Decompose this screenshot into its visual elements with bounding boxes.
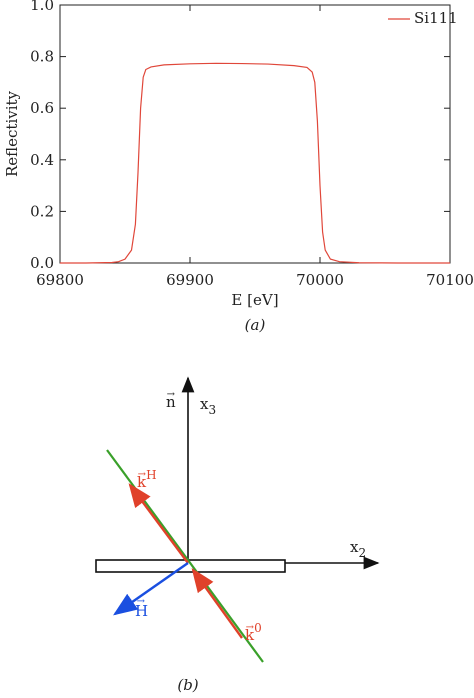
y-tick-label: 0.6 bbox=[30, 99, 54, 117]
caption-a: (a) bbox=[245, 316, 266, 334]
x-tick-label: 69800 bbox=[36, 271, 84, 289]
chart: 0.0 0.2 0.4 0.6 0.8 1.0 69800 69900 70000 70100 E … bbox=[3, 0, 474, 334]
x3-label: x3 bbox=[200, 395, 216, 417]
x-tick-label: 69900 bbox=[166, 271, 214, 289]
data-line bbox=[60, 62, 450, 264]
y-tick-label: 0.8 bbox=[30, 48, 54, 66]
k-h-arrow bbox=[128, 483, 189, 564]
n-label: →n bbox=[166, 389, 176, 411]
plot-frame bbox=[59, 4, 451, 264]
x-axis-label: E [eV] bbox=[231, 291, 278, 309]
k0-label: →k0 bbox=[245, 621, 262, 644]
legend-label: Si111 bbox=[414, 9, 458, 27]
kh-label: →kH bbox=[137, 468, 157, 491]
h-arrow bbox=[113, 562, 189, 616]
crystal bbox=[95, 559, 286, 573]
lattice-line bbox=[106, 449, 264, 663]
x2-label: x2 bbox=[350, 538, 366, 560]
y-tick-label: 0.0 bbox=[30, 254, 54, 272]
y-tick-label: 1.0 bbox=[30, 0, 54, 14]
h-label: → H bbox=[135, 596, 148, 620]
y-axis-label: Reflectivity bbox=[3, 90, 21, 177]
y-tick-label: 0.4 bbox=[30, 151, 54, 169]
x-tick-label: 70000 bbox=[296, 271, 344, 289]
k-0-arrow bbox=[191, 568, 243, 639]
diagram: →n x3 x2 →kH →k0 → H (b) bbox=[95, 376, 380, 694]
y-tick-label: 0.2 bbox=[30, 202, 54, 220]
x-tick-label: 70100 bbox=[426, 271, 474, 289]
caption-b: (b) bbox=[177, 676, 198, 694]
